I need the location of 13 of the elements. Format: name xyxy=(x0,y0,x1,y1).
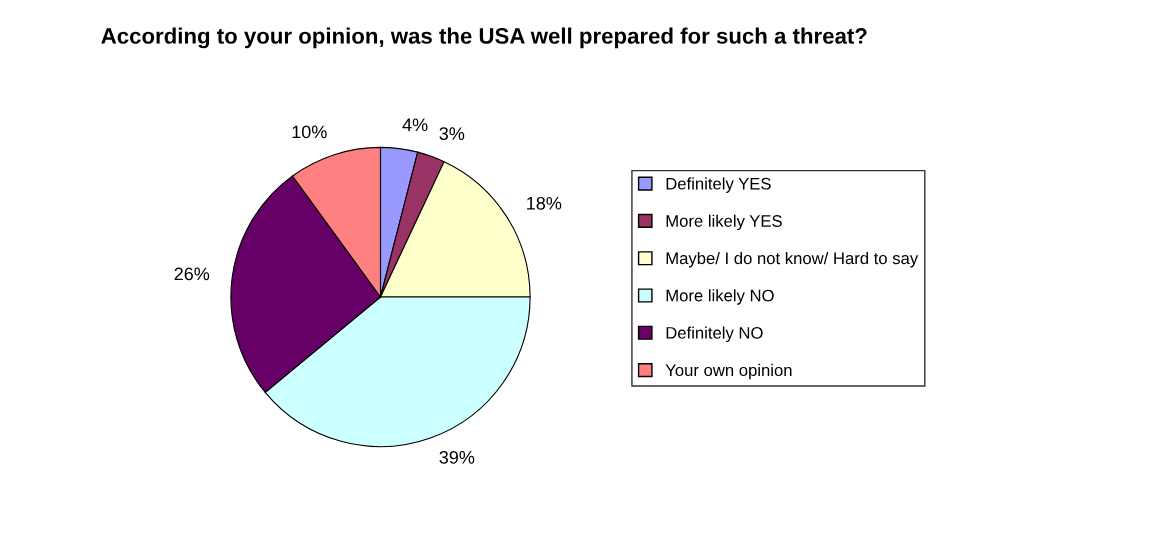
data-label: 10% xyxy=(292,125,327,139)
data-label: 4% xyxy=(402,118,428,132)
legend-label: Your own opinion xyxy=(665,363,792,380)
legend-label: Definitely YES xyxy=(666,177,771,193)
legend-label: More likely YES xyxy=(666,214,782,231)
legend-label: Maybe/ I do not know/ Hard to say xyxy=(666,251,919,268)
data-label: 26% xyxy=(174,267,210,281)
legend-label: Definitely NO xyxy=(666,326,763,343)
chart-title: According to your opinion, was the USA well prepared for such a threat? xyxy=(101,27,867,49)
data-label: 39% xyxy=(439,450,475,464)
data-label: 3% xyxy=(439,127,465,140)
legend-label: More likely NO xyxy=(666,289,774,305)
data-label: 18% xyxy=(527,196,562,210)
